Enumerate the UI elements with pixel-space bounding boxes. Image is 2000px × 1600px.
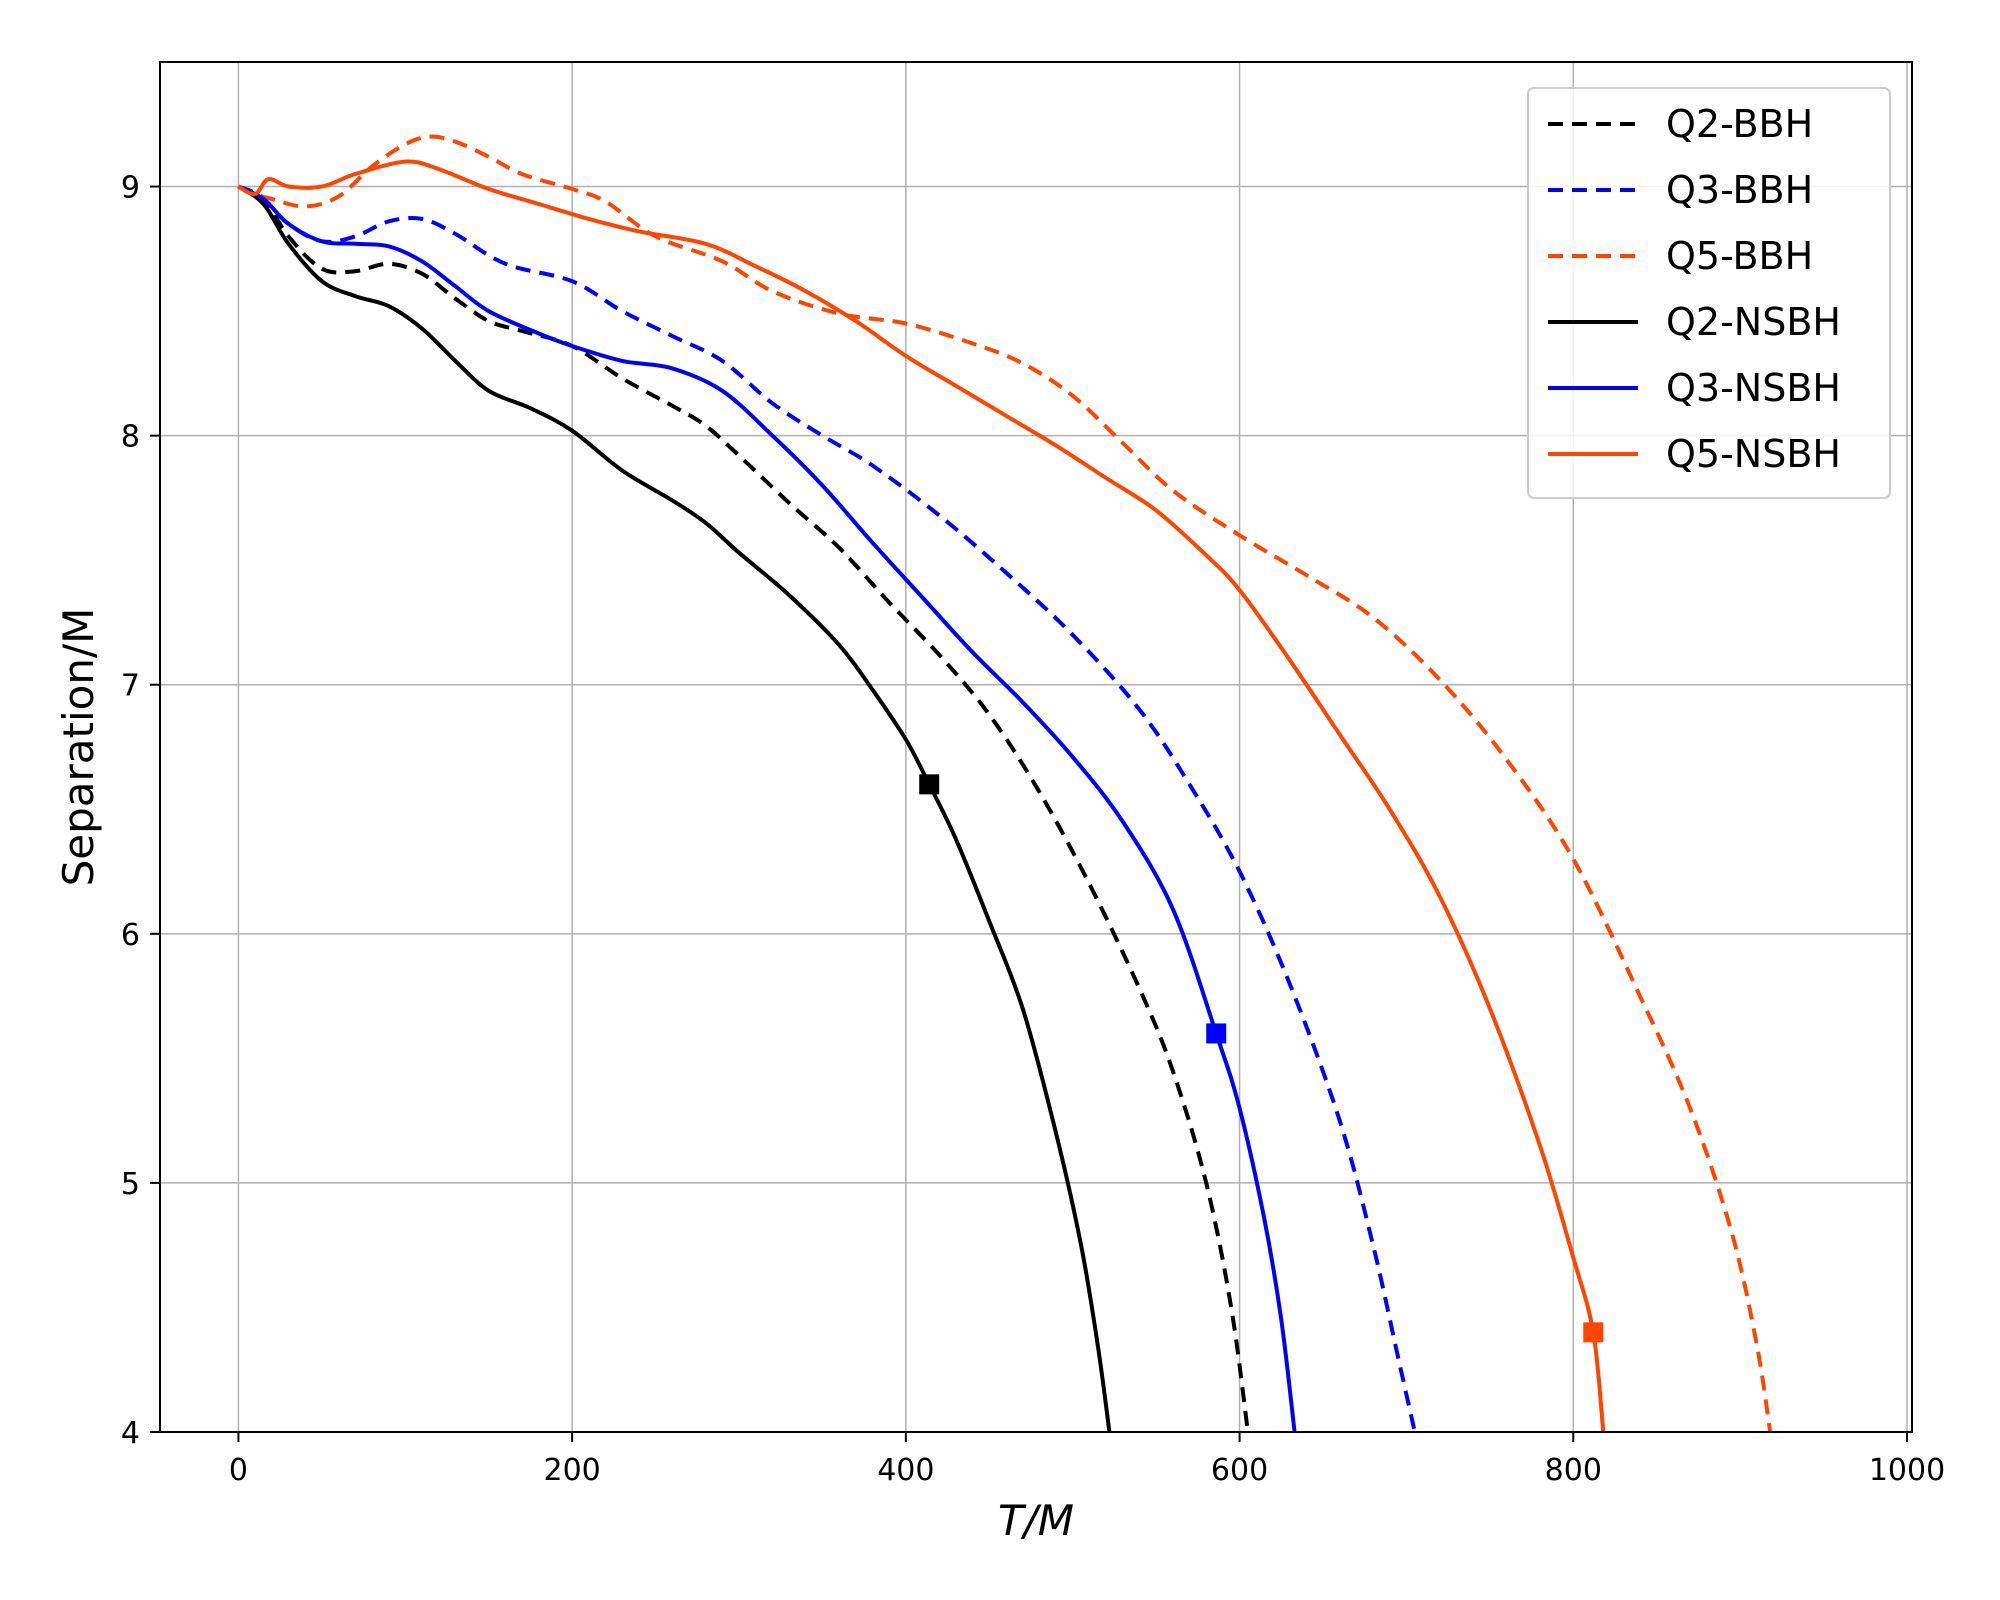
x-tick-label: 800 xyxy=(1545,1453,1602,1488)
y-tick-label: 7 xyxy=(121,669,140,704)
plot-area xyxy=(237,134,1773,1432)
y-tick-label: 8 xyxy=(121,420,140,455)
y-tick-label: 6 xyxy=(121,918,140,953)
legend-label: Q3-NSBH xyxy=(1666,366,1841,410)
legend-box xyxy=(1527,87,1891,499)
legend-label: Q5-BBH xyxy=(1666,234,1813,278)
legend-label: Q2-NSBH xyxy=(1666,300,1841,344)
y-tick-label: 9 xyxy=(121,171,140,206)
marker-layer xyxy=(919,774,1604,1343)
y-tick-label: 4 xyxy=(121,1416,140,1451)
series-line-q3-bbh xyxy=(237,184,1417,1432)
series-layer xyxy=(237,134,1773,1432)
series-line-q2-nsbh xyxy=(237,184,1112,1432)
marker-q5-nsbh xyxy=(1583,1322,1604,1343)
legend: Q2-BBH Q3-BBH Q5-BBH Q2-NSBH Q3-NSBH Q5-NSBH xyxy=(1527,87,1891,499)
legend-label: Q5-NSBH xyxy=(1666,432,1841,476)
series-line-q2-bbh xyxy=(237,184,1250,1432)
legend-label: Q2-BBH xyxy=(1666,102,1813,146)
marker-q3-nsbh xyxy=(1206,1023,1227,1044)
y-axis-title: Separation/M xyxy=(54,608,103,887)
series-line-q5-nsbh xyxy=(237,159,1606,1432)
x-tick-label: 1000 xyxy=(1869,1453,1945,1488)
marker-q2-nsbh xyxy=(919,774,940,795)
ticks: 0 200 400 600 800 1000 4 5 6 7 8 9 xyxy=(121,171,1945,1488)
x-tick-label: 400 xyxy=(877,1453,934,1488)
x-tick-label: 200 xyxy=(544,1453,601,1488)
x-tick-label: 600 xyxy=(1211,1453,1268,1488)
plot-frame xyxy=(159,61,1913,1433)
series-line-q5-bbh xyxy=(237,134,1773,1432)
x-tick-label: 0 xyxy=(229,1453,248,1488)
legend-label: Q3-BBH xyxy=(1666,168,1813,212)
x-axis-title: T/M xyxy=(998,1496,1074,1545)
y-tick-label: 5 xyxy=(121,1167,140,1202)
